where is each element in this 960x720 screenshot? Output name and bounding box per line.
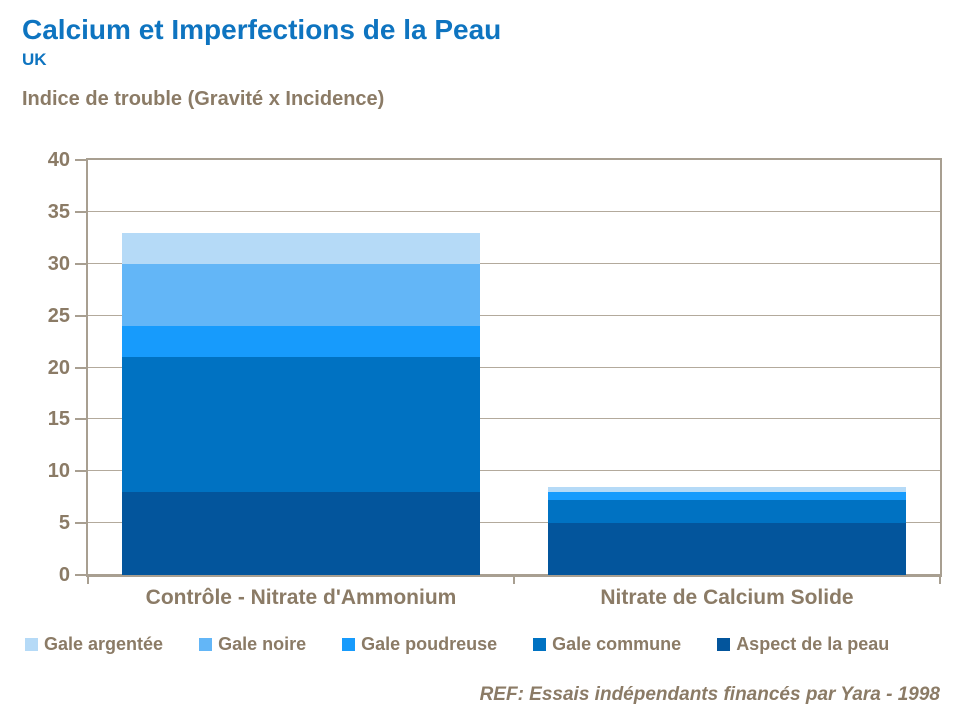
gridline bbox=[88, 210, 940, 212]
y-tick-mark bbox=[75, 159, 87, 161]
page-title: Calcium et Imperfections de la Peau bbox=[22, 14, 502, 45]
stacked-bar bbox=[122, 232, 480, 575]
gridline bbox=[88, 366, 940, 368]
bar-segment-gale-poudreuse bbox=[122, 326, 480, 358]
x-tick-mark bbox=[87, 576, 89, 584]
gridline bbox=[88, 262, 940, 264]
legend-swatch bbox=[717, 638, 731, 651]
bar-segment-gale-argent-e bbox=[548, 486, 906, 492]
legend-item: Gale commune bbox=[533, 634, 681, 655]
bar-segment-gale-argent-e bbox=[122, 232, 480, 264]
x-tick-mark bbox=[513, 576, 515, 584]
page-subtitle: UK bbox=[22, 50, 47, 69]
y-tick-mark bbox=[75, 314, 87, 317]
y-tick-label: 15 bbox=[47, 408, 70, 431]
y-tick-mark bbox=[75, 366, 87, 369]
bar-segment-gale-commune bbox=[548, 499, 906, 524]
gridline bbox=[88, 522, 940, 524]
bar-segment-gale-noire bbox=[122, 263, 480, 326]
y-tick-mark bbox=[75, 470, 87, 473]
y-tick-label: 40 bbox=[47, 149, 70, 171]
y-axis-title: Indice de trouble (Gravité x Incidence) bbox=[22, 88, 385, 110]
legend-swatch bbox=[342, 638, 356, 651]
legend-label: Gale noire bbox=[218, 634, 307, 654]
legend-item: Gale poudreuse bbox=[342, 634, 497, 655]
legend-label: Gale argentée bbox=[44, 634, 164, 654]
y-tick-label: 5 bbox=[58, 512, 70, 535]
y-tick-label: 25 bbox=[47, 304, 70, 327]
plot-area bbox=[86, 158, 942, 577]
legend-label: Aspect de la peau bbox=[736, 634, 890, 654]
y-tick-label: 0 bbox=[58, 564, 70, 586]
legend-item: Gale argentée bbox=[25, 634, 163, 655]
gridline bbox=[88, 314, 940, 316]
x-category-label: Nitrate de Calcium Solide bbox=[600, 586, 854, 609]
y-tick-mark bbox=[75, 210, 87, 213]
legend-swatch bbox=[199, 638, 213, 651]
reference-note: REF: Essais indépendants financés par Ya… bbox=[479, 684, 940, 705]
legend-label: Gale poudreuse bbox=[361, 634, 498, 654]
x-category-label: Contrôle - Nitrate d'Ammonium bbox=[145, 586, 457, 609]
y-tick-mark bbox=[75, 262, 87, 265]
bar-segment-gale-poudreuse bbox=[548, 492, 906, 500]
y-tick-mark bbox=[75, 522, 87, 525]
y-tick-mark bbox=[75, 418, 87, 421]
legend: Gale argentée Gale noire Gale poudreuse Gal… bbox=[25, 634, 945, 655]
y-tick-label: 10 bbox=[47, 460, 70, 483]
bar-segment-aspect-de-la-peau bbox=[122, 492, 480, 575]
y-tick-label: 20 bbox=[47, 356, 70, 379]
bar-segment-aspect-de-la-peau bbox=[548, 523, 906, 575]
bar-segment-gale-commune bbox=[122, 357, 480, 492]
stacked-bar bbox=[548, 486, 906, 575]
y-tick-label: 30 bbox=[47, 252, 70, 275]
legend-swatch bbox=[533, 638, 547, 651]
legend-label: Gale commune bbox=[552, 634, 682, 654]
y-tick-label: 35 bbox=[47, 200, 70, 223]
legend-swatch bbox=[25, 638, 38, 651]
x-tick-mark bbox=[939, 576, 941, 584]
legend-item: Gale noire bbox=[199, 634, 306, 655]
y-tick-mark bbox=[75, 574, 87, 576]
gridline bbox=[88, 470, 940, 472]
legend-item: Aspect de la peau bbox=[717, 634, 889, 655]
gridline bbox=[88, 418, 940, 420]
